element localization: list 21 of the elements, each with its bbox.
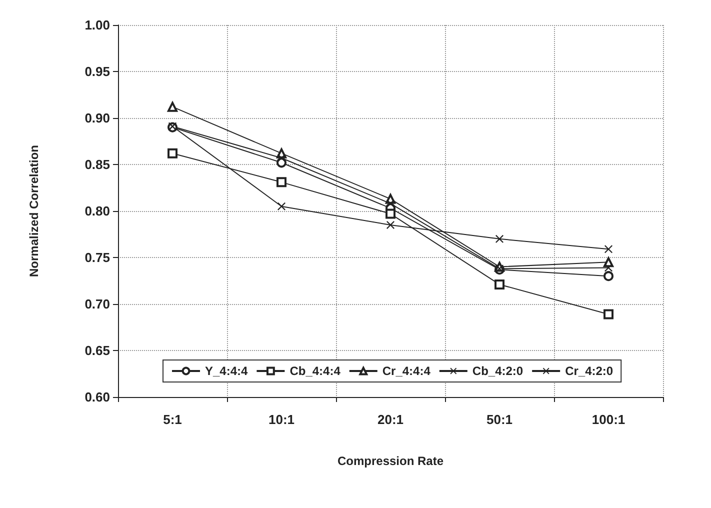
y-tick-label: 0.80 <box>84 204 110 218</box>
y-tick-label: 0.70 <box>84 296 110 312</box>
y-tick-label: 0.90 <box>84 110 110 126</box>
x-tick-label: 10:1 <box>268 412 295 427</box>
y-tick-label: 0.85 <box>84 157 110 172</box>
y-tick-label: 1.00 <box>84 18 110 32</box>
legend-label: Cr_4:4:4 <box>382 364 431 378</box>
y-tick-label: 0.60 <box>84 390 110 404</box>
legend-label: Y_4:4:4 <box>205 364 248 378</box>
y-tick-label: 0.75 <box>84 250 110 265</box>
x-tick-label: 20:1 <box>377 412 404 427</box>
legend-label: Cr_4:2:0 <box>565 364 614 378</box>
x-tick-label: 5:1 <box>163 412 182 427</box>
y-tick-label: 0.65 <box>84 343 110 358</box>
y-tick-label: 0.95 <box>84 64 110 79</box>
x-tick-label: 50:1 <box>486 412 513 427</box>
x-tick-label: 100:1 <box>592 412 626 427</box>
legend-label: Cb_4:4:4 <box>290 364 341 378</box>
y-axis-title: Normalized Correlation <box>27 144 41 278</box>
legend-label: Cb_4:2:0 <box>472 364 524 378</box>
x-axis-title: Compression Rate <box>337 454 444 468</box>
